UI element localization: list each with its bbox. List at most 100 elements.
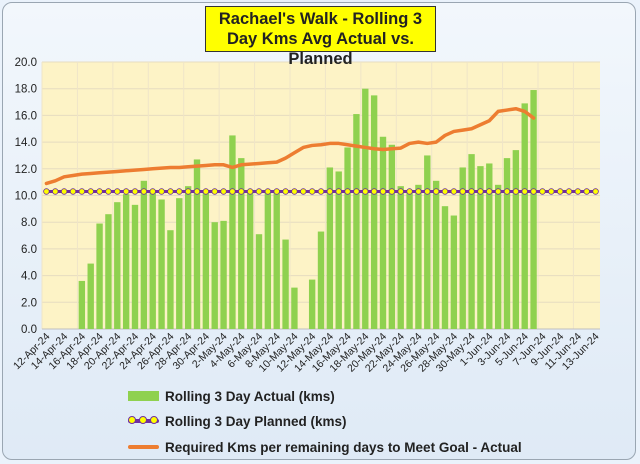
- bar-actual: [362, 88, 369, 329]
- bar-actual: [78, 280, 86, 329]
- bar-actual: [202, 190, 210, 329]
- chart-title-line-1: Rachael's Walk - Rolling 3: [218, 10, 423, 28]
- planned-point: [255, 188, 263, 195]
- planned-point: [362, 188, 369, 195]
- bar-actual: [308, 279, 316, 329]
- required-line-path: [44, 106, 536, 186]
- y-tick-label: 10.0: [15, 191, 37, 203]
- planned-point: [300, 188, 307, 195]
- bar-actual: [494, 184, 502, 329]
- planned-point: [512, 188, 520, 195]
- y-tick-label: 2.0: [21, 297, 37, 309]
- bar-actual: [193, 159, 201, 329]
- bar-actual: [326, 167, 334, 329]
- bar-actual: [211, 222, 218, 329]
- bar-actual: [406, 191, 413, 329]
- legend-label-required: Required Kms per remaining days to Meet …: [165, 439, 522, 455]
- planned-point: [158, 188, 165, 195]
- bars-actual: [78, 88, 537, 329]
- bar-actual: [282, 239, 289, 329]
- bar-actual: [122, 194, 130, 329]
- planned-point: [432, 188, 440, 195]
- bar-actual: [220, 220, 227, 329]
- planned-point: [167, 188, 174, 195]
- bar-actual: [184, 186, 192, 329]
- bar-actual: [353, 114, 360, 329]
- planned-point: [291, 188, 298, 195]
- planned-point: [415, 188, 422, 195]
- legend-label-actual: Rolling 3 Day Actual (kms): [165, 388, 335, 404]
- legend-swatch-bar: [128, 391, 159, 401]
- bar-actual: [486, 163, 493, 329]
- bar-actual: [273, 190, 280, 329]
- planned-point: [424, 188, 431, 195]
- bar-actual: [149, 190, 156, 329]
- planned-point: [583, 188, 590, 195]
- bar-actual: [397, 186, 404, 329]
- bar-actual: [530, 90, 537, 329]
- planned-point: [122, 188, 130, 195]
- legend-swatch-dotted-line: [128, 416, 159, 424]
- bar-actual: [424, 155, 431, 329]
- y-axis-ticks: 0.0 2.0 4.0 6.0 8.0 10.0 12.0 14.0 16.0 18.0 20.0: [15, 57, 37, 336]
- planned-point: [140, 188, 148, 195]
- planned-point: [574, 188, 582, 195]
- planned-point: [114, 188, 121, 195]
- bar-actual: [432, 180, 440, 329]
- planned-point: [565, 188, 573, 195]
- planned-point: [441, 188, 449, 195]
- bar-actual: [512, 150, 520, 329]
- bar-actual: [176, 198, 183, 329]
- planned-point: [317, 188, 325, 195]
- planned-point: [229, 188, 236, 195]
- legend-item-required: Required Kms per remaining days to Meet …: [128, 436, 522, 458]
- bar-actual: [379, 136, 387, 329]
- bar-actual: [167, 230, 174, 329]
- bar-actual: [388, 144, 396, 329]
- bar-actual: [344, 147, 351, 329]
- planned-point: [494, 188, 502, 195]
- planned-point: [344, 188, 351, 195]
- planned-point: [43, 188, 50, 195]
- planned-point: [96, 188, 103, 195]
- bar-actual: [131, 204, 139, 329]
- planned-point: [521, 188, 528, 195]
- bar-actual: [140, 180, 148, 329]
- planned-point: [184, 188, 192, 195]
- planned-point: [388, 188, 396, 195]
- planned-point: [202, 188, 210, 195]
- planned-point: [406, 188, 413, 195]
- planned-point: [69, 188, 77, 195]
- legend-item-actual: Rolling 3 Day Actual (kms): [128, 385, 335, 407]
- planned-point: [105, 188, 112, 195]
- planned-point: [539, 188, 546, 195]
- legend-swatch-line: [128, 445, 159, 449]
- bar-actual: [477, 166, 484, 329]
- chart-title: Rachael's Walk - Rolling 3 Day Kms Avg A…: [205, 6, 436, 68]
- planned-point: [592, 188, 599, 195]
- y-tick-label: 14.0: [15, 137, 37, 149]
- planned-point: [397, 188, 404, 195]
- bar-actual: [158, 199, 165, 329]
- y-tick-label: 4.0: [21, 271, 37, 283]
- bar-actual: [450, 215, 458, 329]
- bar-actual: [291, 287, 298, 329]
- planned-point: [220, 188, 227, 195]
- planned-point: [530, 188, 537, 195]
- planned-point: [548, 188, 555, 195]
- planned-point: [308, 188, 316, 195]
- planned-point: [486, 188, 493, 195]
- planned-point: [556, 188, 564, 195]
- bar-actual: [246, 190, 254, 329]
- bar-actual: [503, 158, 511, 329]
- planned-point: [326, 188, 334, 195]
- bar-actual: [459, 167, 466, 329]
- planned-point: [468, 188, 475, 195]
- bar-actual: [468, 154, 475, 329]
- planned-point: [131, 188, 139, 195]
- planned-point: [193, 188, 201, 195]
- planned-point: [176, 188, 183, 195]
- planned-point: [78, 188, 86, 195]
- planned-point: [477, 188, 484, 195]
- bar-actual: [87, 263, 94, 329]
